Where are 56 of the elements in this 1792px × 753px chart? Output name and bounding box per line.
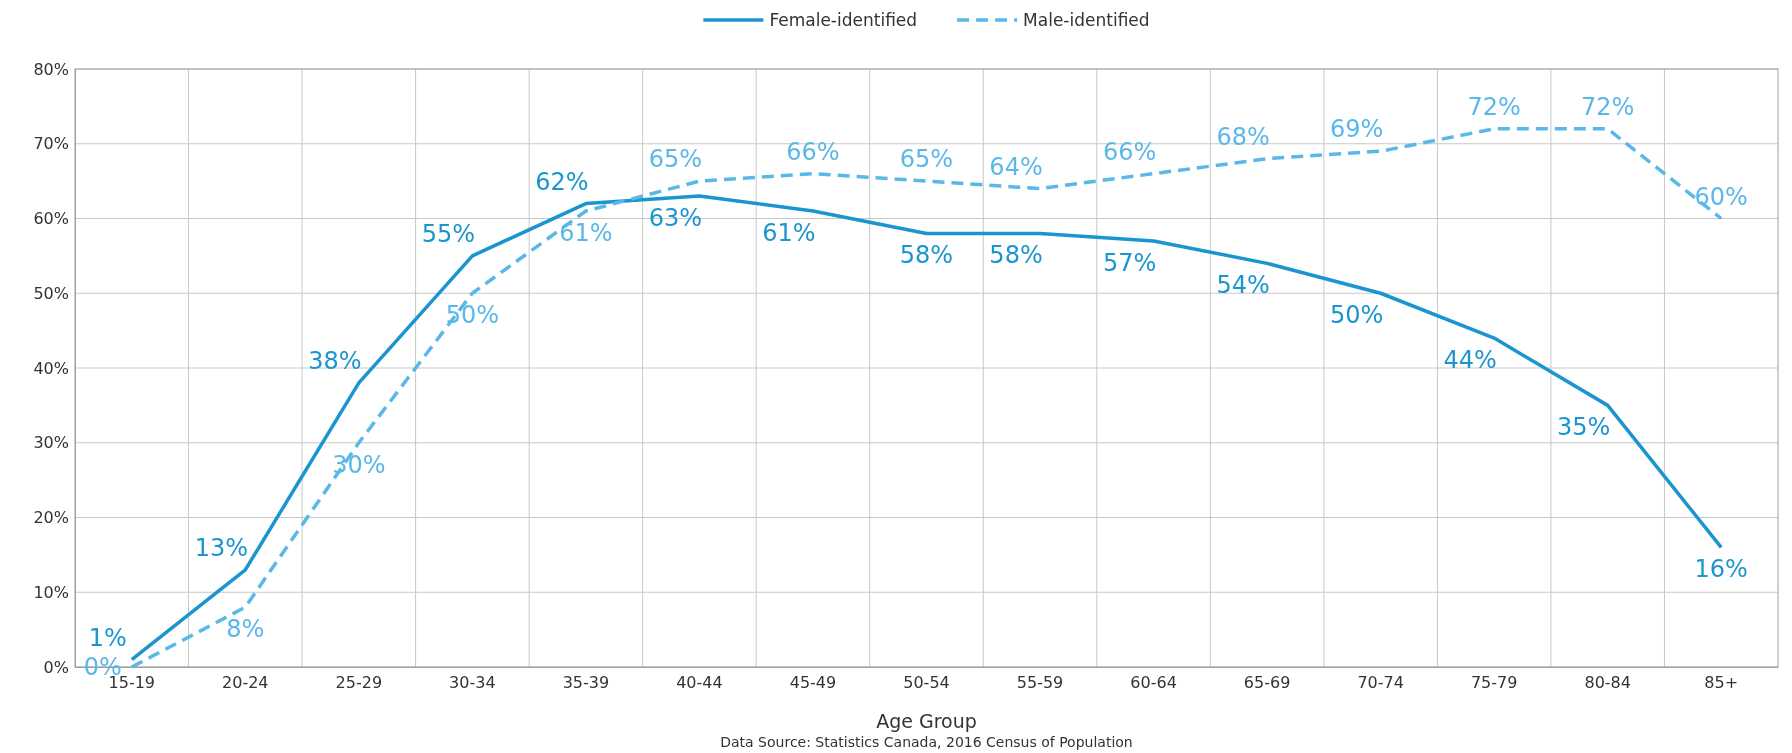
- x-tick-label: 35-39: [562, 673, 610, 693]
- y-tick-label: 20%: [33, 508, 69, 528]
- data-label: 44%: [1443, 346, 1497, 375]
- x-tick-label: 30-34: [449, 673, 496, 693]
- data-label: 63%: [648, 204, 703, 233]
- data-label: 13%: [194, 533, 248, 562]
- x-tick-label: 55-59: [1016, 673, 1064, 693]
- data-label: 68%: [1216, 122, 1270, 151]
- data-label: 16%: [1694, 555, 1748, 584]
- data-label: 58%: [899, 241, 954, 270]
- x-tick-label: 65-69: [1243, 673, 1291, 693]
- data-label: 38%: [308, 346, 362, 375]
- data-label: 64%: [989, 152, 1043, 181]
- data-label: 72%: [1581, 92, 1635, 121]
- data-label: 72%: [1467, 92, 1521, 121]
- data-label: 61%: [762, 219, 816, 248]
- data-label: 50%: [445, 301, 500, 330]
- data-label: 66%: [1102, 137, 1157, 166]
- legend-label: Male-identified: [1023, 10, 1150, 30]
- y-tick-label: 40%: [33, 358, 69, 378]
- y-tick-label: 30%: [33, 433, 69, 453]
- data-label: 54%: [1216, 271, 1270, 300]
- data-label: 58%: [989, 241, 1043, 270]
- data-label: 50%: [1329, 301, 1384, 330]
- x-tick-label: 20-24: [222, 673, 269, 693]
- data-label: 8%: [226, 615, 265, 644]
- data-label: 69%: [1329, 115, 1384, 144]
- x-tick-label: 45-49: [789, 673, 837, 693]
- y-tick-label: 60%: [33, 209, 69, 229]
- source-note: Data Source: Statistics Canada, 2016 Census of Population: [720, 734, 1133, 750]
- x-tick-label: 80-84: [1584, 673, 1631, 693]
- y-tick-label: 50%: [33, 283, 69, 303]
- data-label: 65%: [899, 145, 954, 174]
- data-label: 65%: [648, 145, 703, 174]
- x-tick-label: 50-54: [903, 673, 950, 693]
- x-axis-title: Age Group: [876, 710, 977, 732]
- data-label: 66%: [786, 137, 840, 166]
- y-tick-label: 80%: [33, 59, 69, 79]
- x-tick-label: 40-44: [676, 673, 723, 693]
- data-label: 57%: [1102, 248, 1157, 277]
- x-tick-label: 60-64: [1130, 673, 1177, 693]
- data-label: 60%: [1694, 182, 1748, 211]
- x-tick-label: 75-79: [1470, 673, 1518, 693]
- data-label: 61%: [559, 219, 613, 248]
- y-tick-label: 10%: [33, 582, 69, 602]
- x-tick-label: 85+: [1704, 673, 1739, 693]
- x-tick-label: 70-74: [1357, 673, 1404, 693]
- data-label: 55%: [421, 219, 476, 248]
- data-label: 62%: [535, 167, 589, 196]
- data-label: 1%: [88, 623, 127, 652]
- data-label: 30%: [332, 450, 386, 479]
- y-tick-label: 0%: [43, 657, 69, 677]
- data-label: 35%: [1557, 413, 1611, 442]
- x-tick-label: 25-29: [335, 673, 383, 693]
- legend-label: Female-identified: [769, 10, 918, 30]
- y-tick-label: 70%: [33, 134, 69, 154]
